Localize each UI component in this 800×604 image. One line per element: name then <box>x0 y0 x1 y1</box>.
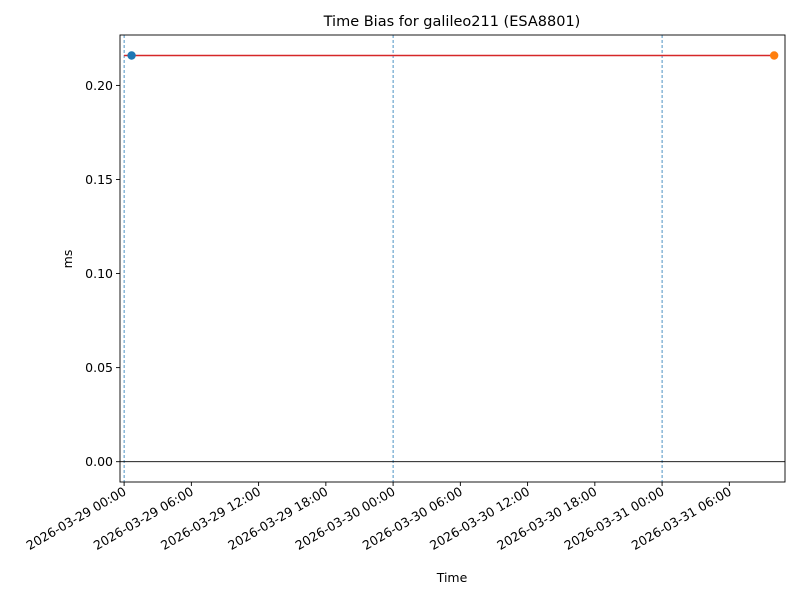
chart-title: Time Bias for galileo211 (ESA8801) <box>323 14 581 30</box>
y-axis-label: ms <box>60 250 75 269</box>
y-tick-label: 0.05 <box>85 360 113 375</box>
x-axis-label: Time <box>436 570 468 585</box>
plot-frame <box>119 34 786 483</box>
y-tick-label: 0.00 <box>85 454 113 469</box>
y-tick-label: 0.10 <box>85 266 113 281</box>
data-point <box>769 51 779 60</box>
y-tick-label: 0.15 <box>85 172 113 187</box>
data-point <box>127 51 136 60</box>
y-tick-label: 0.20 <box>85 78 113 93</box>
